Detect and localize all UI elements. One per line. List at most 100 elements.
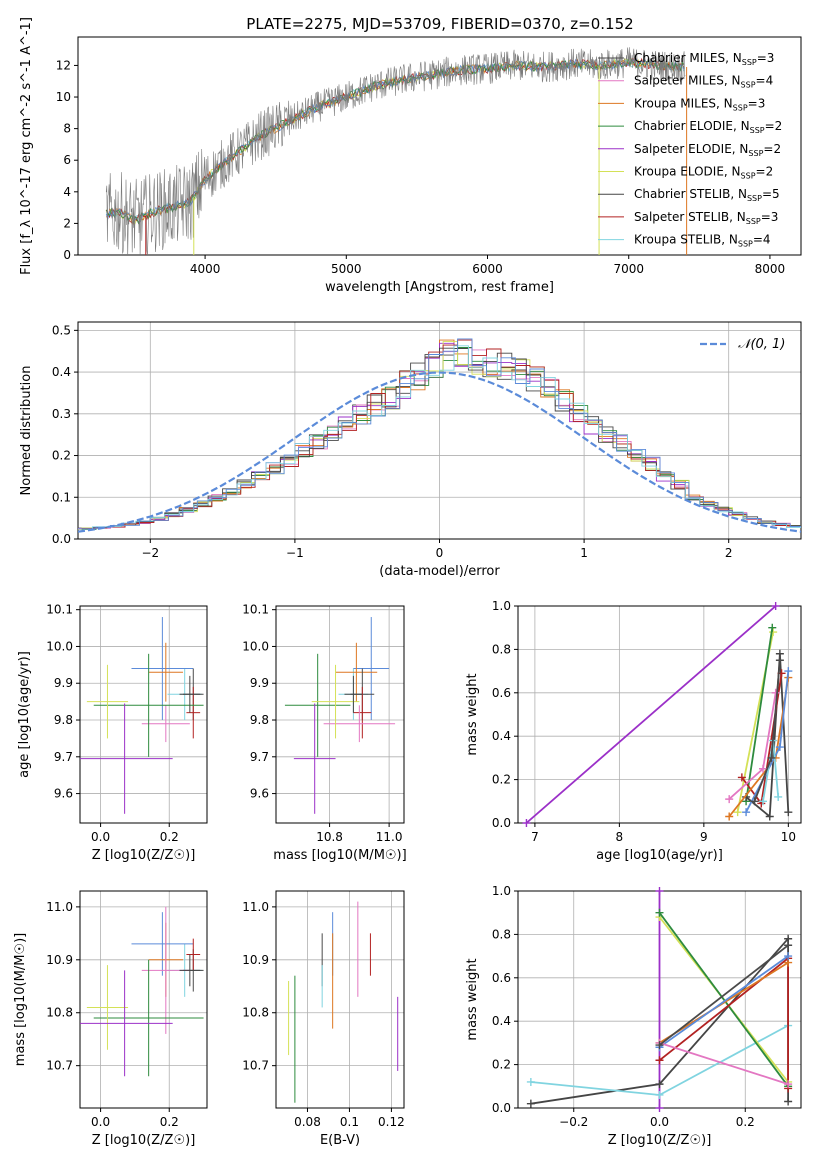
legend-subscript: SSP	[746, 217, 761, 226]
legend-subscript: SSP	[747, 194, 762, 203]
mass-weight-marker	[771, 602, 780, 610]
mass-weight-marker	[774, 792, 783, 801]
y-tick-label: 10.0	[242, 639, 269, 653]
y-axis-label: age [log10(age/yr)]	[17, 651, 32, 778]
y-tick-label: 0.0	[492, 1101, 511, 1115]
y-axis-label: mass weight	[465, 673, 480, 755]
axes-frame	[79, 890, 208, 1109]
x-tick-label: 0	[436, 546, 444, 560]
y-tick-label: 9.6	[54, 787, 73, 801]
mass-weight-marker	[784, 941, 793, 950]
x-tick-label: 10	[781, 830, 796, 844]
y-axis-label: mass [log10(M/M☉)]	[13, 933, 28, 1066]
x-tick-label: 0.08	[294, 1115, 321, 1129]
x-tick-label: 0.0	[91, 830, 110, 844]
y-tick-label: 0.0	[52, 532, 71, 546]
y-tick-label: 10.7	[242, 1059, 269, 1073]
x-tick-label: 11.0	[376, 830, 403, 844]
observed-spectrum-line	[105, 47, 686, 255]
mass-weight-marker	[768, 623, 777, 632]
x-tick-label: 10.8	[316, 830, 343, 844]
y-tick-label: 10.8	[46, 1006, 73, 1020]
y-tick-label: 11.0	[46, 900, 73, 914]
mass-weight-marker	[655, 1090, 664, 1099]
mass-weight-marker	[765, 812, 774, 821]
x-tick-label: 2	[725, 546, 733, 560]
x-axis-label: wavelength [Angstrom, rest frame]	[325, 280, 554, 295]
x-tick-label: 0.0	[91, 1115, 110, 1129]
y-tick-label: 10.7	[46, 1059, 73, 1073]
legend-subscript: SSP	[741, 81, 756, 90]
x-axis-label: mass [log10(M/M☉)]	[273, 848, 406, 863]
x-tick-label: 8000	[755, 262, 786, 276]
x-tick-label: 0.0	[650, 1115, 669, 1129]
x-axis-label: Z [log10(Z/Z☉)]	[92, 848, 196, 863]
y-axis-label: mass weight	[465, 958, 480, 1040]
y-tick-label: 0	[63, 248, 71, 262]
mass-weight-line	[659, 1042, 789, 1085]
y-tick-label: 0.0	[492, 816, 511, 830]
y-tick-label: 10.9	[242, 953, 269, 967]
x-tick-label: 0.2	[160, 1115, 179, 1129]
axes-frame	[79, 605, 208, 824]
mass-weight-marker	[784, 952, 793, 961]
histogram-step	[78, 347, 801, 530]
y-tick-label: 0.6	[492, 686, 511, 700]
y-tick-label: 0.3	[52, 407, 71, 421]
legend-normal-label: 𝒩(0, 1)	[738, 337, 785, 352]
mass-weight-marker	[655, 1041, 664, 1050]
x-axis-label: age [log10(age/yr)]	[596, 848, 723, 863]
y-tick-label: 11.0	[242, 900, 269, 914]
legend-count: =4	[756, 74, 774, 88]
y-tick-label: 0.4	[492, 1014, 511, 1028]
axes-frame	[275, 890, 405, 1109]
mass-weight-marker	[655, 1080, 664, 1089]
legend-label: Chabrier MILES, NSSP=3	[634, 51, 774, 67]
mass-weight-marker	[742, 808, 751, 817]
mass-weight-line	[728, 692, 777, 800]
histogram-step	[81, 339, 801, 530]
mass-weight-marker	[750, 797, 759, 806]
axes-frame	[517, 605, 802, 824]
y-tick-label: 4	[63, 185, 71, 199]
mass-weight-marker	[784, 667, 793, 676]
x-tick-label: 8	[616, 830, 624, 844]
x-tick-label: 9	[700, 830, 708, 844]
y-tick-label: 9.7	[250, 750, 269, 764]
x-tick-label: 7	[531, 830, 539, 844]
y-axis-label: Normed distribution	[19, 366, 34, 496]
normal-curve	[78, 371, 801, 533]
x-axis-label: (data-model)/error	[379, 564, 500, 579]
legend-count: =2	[756, 165, 774, 179]
mass-weight-marker	[775, 743, 784, 752]
legend-subscript: SSP	[748, 149, 763, 158]
legend-count: =4	[753, 233, 771, 247]
x-tick-label: 0.1	[340, 1115, 359, 1129]
y-tick-label: 2	[63, 216, 71, 230]
mass-weight-line	[658, 955, 789, 1048]
legend-count: =2	[763, 142, 781, 156]
x-tick-label: 6000	[472, 262, 503, 276]
y-tick-label: 0.8	[492, 642, 511, 656]
y-tick-label: 9.9	[54, 676, 73, 690]
legend-label: Chabrier ELODIE, NSSP=2	[634, 119, 782, 135]
x-tick-label: −1	[286, 546, 304, 560]
mass-weight-marker	[784, 1080, 793, 1089]
y-tick-label: 6	[63, 153, 71, 167]
legend-label: Salpeter MILES, NSSP=4	[634, 74, 773, 90]
legend-subscript: SSP	[733, 103, 748, 112]
legend-count: =3	[748, 96, 766, 110]
y-tick-label: 0.2	[492, 1058, 511, 1072]
y-tick-label: 9.8	[54, 713, 73, 727]
mass-weight-marker	[733, 808, 742, 817]
y-tick-label: 10.9	[46, 953, 73, 967]
legend-label: Salpeter STELIB, NSSP=3	[634, 210, 778, 226]
y-tick-label: 0.4	[52, 365, 71, 379]
y-tick-label: 0.4	[492, 729, 511, 743]
mass-weight-marker	[784, 808, 793, 817]
y-tick-label: 10.1	[242, 603, 269, 617]
y-tick-label: 0.2	[52, 449, 71, 463]
mass-weight-marker	[775, 656, 784, 665]
mass-weight-line	[658, 944, 789, 1046]
